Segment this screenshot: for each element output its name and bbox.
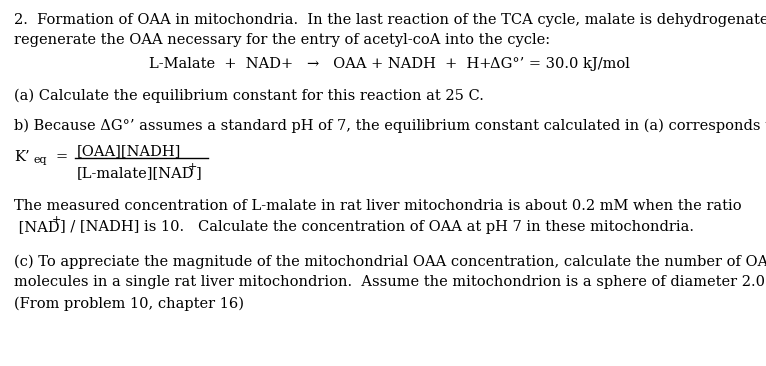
Text: eq: eq (34, 155, 47, 165)
Text: =: = (56, 150, 68, 164)
Text: regenerate the OAA necessary for the entry of acetyl-coA into the cycle:: regenerate the OAA necessary for the ent… (14, 33, 550, 47)
Text: +: + (52, 215, 61, 225)
Text: b) Because ΔG°’ assumes a standard pH of 7, the equilibrium constant calculated : b) Because ΔG°’ assumes a standard pH of… (14, 119, 766, 133)
Text: (c) To appreciate the magnitude of the mitochondrial OAA concentration, calculat: (c) To appreciate the magnitude of the m… (14, 254, 766, 269)
Text: 2.  Formation of OAA in mitochondria.  In the last reaction of the TCA cycle, ma: 2. Formation of OAA in mitochondria. In … (14, 13, 766, 27)
Text: (From problem 10, chapter 16): (From problem 10, chapter 16) (14, 296, 244, 311)
Text: K’: K’ (14, 150, 29, 164)
Text: ΔG°’ = 30.0 kJ/mol: ΔG°’ = 30.0 kJ/mol (490, 57, 630, 71)
Text: [NAD: [NAD (14, 220, 60, 234)
Text: L-Malate  +  NAD+   →   OAA + NADH  +  H+: L-Malate + NAD+ → OAA + NADH + H+ (149, 57, 492, 71)
Text: (a) Calculate the equilibrium constant for this reaction at 25 C.: (a) Calculate the equilibrium constant f… (14, 89, 483, 103)
Text: ]: ] (195, 167, 201, 180)
Text: ] / [NADH] is 10.   Calculate the concentration of OAA at pH 7 in these mitochon: ] / [NADH] is 10. Calculate the concentr… (60, 220, 694, 234)
Text: molecules in a single rat liver mitochondrion.  Assume the mitochondrion is a sp: molecules in a single rat liver mitochon… (14, 275, 766, 289)
Text: +: + (188, 162, 197, 172)
Text: The measured concentration of L-malate in rat liver mitochondria is about 0.2 mM: The measured concentration of L-malate i… (14, 199, 741, 213)
Text: [OAA][NADH]: [OAA][NADH] (77, 145, 181, 158)
Text: [L-malate][NAD: [L-malate][NAD (77, 167, 194, 180)
